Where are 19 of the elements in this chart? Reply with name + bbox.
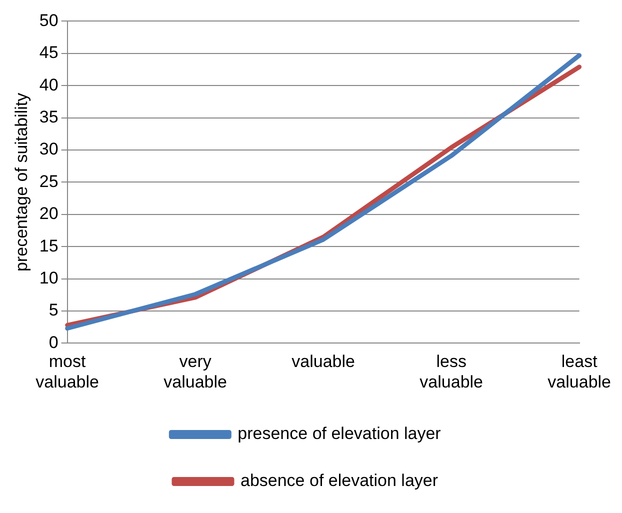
x-tick-label: very valuable — [164, 352, 227, 392]
y-tick-label: 45 — [39, 43, 58, 62]
legend-label: presence of elevation layer — [238, 424, 442, 444]
x-tick-label: valuable — [292, 352, 355, 372]
y-tick-label: 20 — [39, 204, 58, 224]
y-axis-title: precentage of suitability — [12, 92, 31, 272]
y-tick-label: 0 — [48, 332, 58, 352]
y-tick-label: 50 — [39, 10, 58, 30]
y-tick-label: 30 — [39, 140, 58, 159]
x-tick-label: most valuable — [36, 352, 99, 392]
y-tick-label: 5 — [48, 300, 58, 320]
x-tick-label: least valuable — [548, 352, 611, 392]
y-tick-label: 10 — [39, 268, 58, 288]
legend-label: absence of elevation layer — [240, 471, 438, 490]
y-tick-label: 40 — [39, 75, 58, 94]
y-tick-label: 25 — [39, 172, 58, 191]
y-tick-label: 15 — [39, 236, 58, 256]
y-tick-label: 35 — [39, 107, 58, 126]
x-tick-label: less valuable — [420, 352, 483, 392]
